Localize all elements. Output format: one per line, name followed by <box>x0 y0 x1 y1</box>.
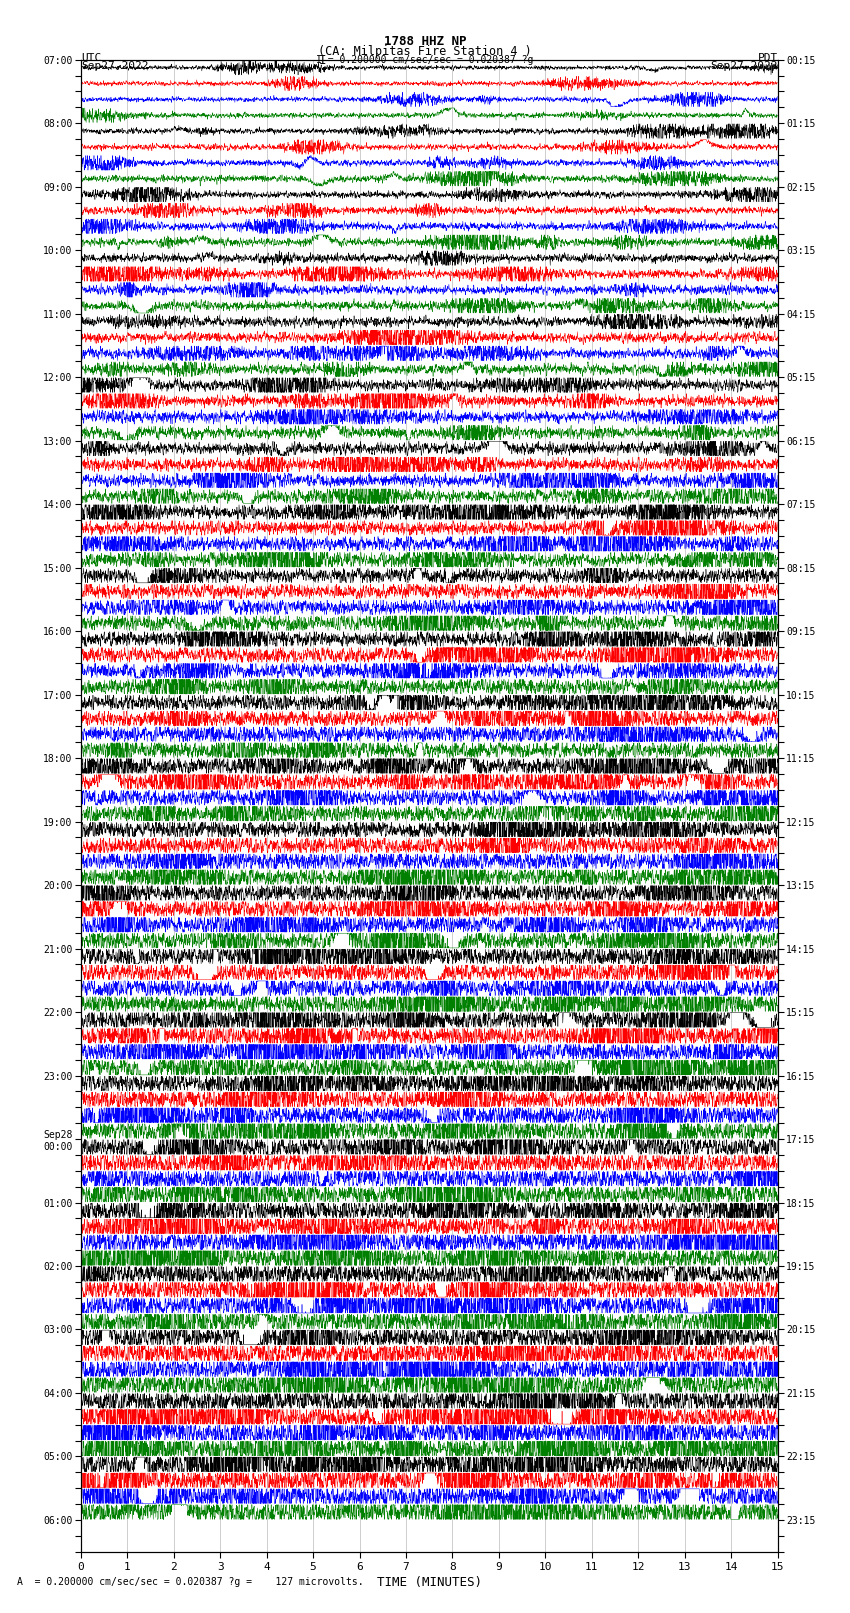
Text: UTC: UTC <box>81 53 101 63</box>
Text: 1788 HHZ NP: 1788 HHZ NP <box>383 35 467 48</box>
Text: I = 0.200000 cm/sec/sec = 0.020387 ?g: I = 0.200000 cm/sec/sec = 0.020387 ?g <box>316 55 534 65</box>
Text: (CA: Milpitas Fire Station 4 ): (CA: Milpitas Fire Station 4 ) <box>318 45 532 58</box>
Text: PDT: PDT <box>757 53 778 63</box>
X-axis label: TIME (MINUTES): TIME (MINUTES) <box>377 1576 482 1589</box>
Text: Sep27,2022: Sep27,2022 <box>81 61 148 71</box>
Text: Sep27,2022: Sep27,2022 <box>711 61 778 71</box>
Text: I: I <box>320 53 326 68</box>
Text: A  = 0.200000 cm/sec/sec = 0.020387 ?g =    127 microvolts.: A = 0.200000 cm/sec/sec = 0.020387 ?g = … <box>17 1578 364 1587</box>
